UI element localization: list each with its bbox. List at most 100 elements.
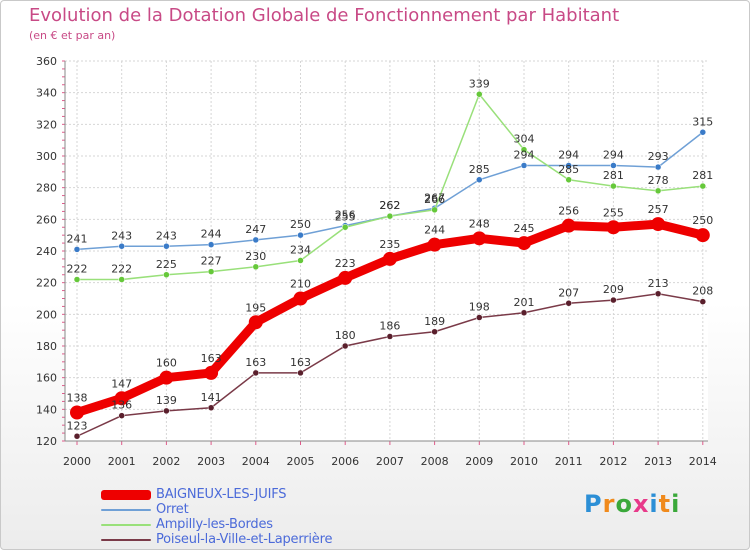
legend-swatch (101, 523, 151, 526)
data-point-ampilly-les-bordes (163, 271, 170, 278)
data-label-ampilly-les-bordes: 278 (648, 174, 669, 187)
data-point-baigneux-les-juifs (472, 231, 487, 246)
y-tick-label: 260 (36, 213, 57, 226)
y-tick-label: 340 (36, 87, 57, 100)
legend-swatch (101, 508, 151, 511)
x-tick-label: 2005 (287, 455, 315, 468)
data-point-poiseul-la-ville-et-laperri-re (341, 342, 349, 350)
data-label-baigneux-les-juifs: 257 (648, 203, 669, 216)
data-point-ampilly-les-bordes (386, 212, 394, 220)
data-point-baigneux-les-juifs (204, 365, 219, 380)
data-point-orret (610, 162, 617, 169)
data-label-baigneux-les-juifs: 138 (67, 392, 88, 405)
data-label-orret: 267 (424, 191, 445, 204)
data-label-baigneux-les-juifs: 163 (201, 352, 222, 365)
data-point-ampilly-les-bordes (297, 257, 304, 264)
data-label-orret: 315 (692, 115, 713, 128)
data-label-ampilly-les-bordes: 227 (201, 255, 222, 268)
x-tick-label: 2000 (63, 455, 91, 468)
y-tick-label: 220 (36, 277, 57, 290)
data-label-orret: 241 (67, 232, 88, 245)
data-label-poiseul-la-ville-et-laperri-re: 207 (558, 286, 579, 299)
x-tick-label: 2007 (376, 455, 404, 468)
y-tick-label: 240 (36, 245, 57, 258)
x-tick-label: 2013 (644, 455, 672, 468)
legend-label: Orret (156, 502, 189, 517)
legend-label: Poiseul-la-Ville-et-Laperrière (156, 532, 333, 547)
brand-letter: r (602, 490, 616, 518)
data-label-baigneux-les-juifs: 255 (603, 206, 624, 219)
data-point-orret (252, 236, 260, 244)
y-tick-label: 140 (36, 403, 57, 416)
legend-item: Orret (101, 502, 431, 517)
x-tick-label: 2011 (555, 455, 583, 468)
data-point-orret (520, 162, 528, 169)
data-point-orret (118, 243, 125, 250)
brand-letter: x (632, 490, 650, 518)
data-point-ampilly-les-bordes (699, 182, 707, 190)
data-point-poiseul-la-ville-et-laperri-re (431, 328, 438, 335)
data-point-orret (565, 162, 572, 169)
data-label-ampilly-les-bordes: 222 (111, 263, 132, 276)
data-label-ampilly-les-bordes: 285 (558, 163, 579, 176)
data-label-baigneux-les-juifs: 256 (558, 205, 579, 218)
data-label-orret: 294 (603, 149, 624, 162)
brand-letter: P (584, 490, 603, 518)
x-tick-label: 2014 (689, 455, 717, 468)
data-point-poiseul-la-ville-et-laperri-re (386, 333, 394, 340)
legend-swatch (101, 489, 151, 500)
data-point-baigneux-les-juifs (293, 291, 308, 306)
x-tick-label: 2006 (331, 455, 359, 468)
data-point-baigneux-les-juifs (561, 218, 576, 233)
legend-item: Ampilly-les-Bordes (101, 517, 431, 532)
data-point-orret (297, 231, 304, 239)
data-point-ampilly-les-bordes (565, 176, 572, 183)
data-point-ampilly-les-bordes (520, 146, 528, 153)
data-point-poiseul-la-ville-et-laperri-re (565, 300, 572, 307)
data-point-orret (476, 176, 483, 183)
x-tick-label: 2004 (242, 455, 270, 468)
data-label-ampilly-les-bordes: 222 (67, 263, 88, 276)
data-label-baigneux-les-juifs: 210 (290, 278, 311, 291)
data-point-poiseul-la-ville-et-laperri-re (476, 314, 483, 321)
chart-legend: BAIGNEUX-LES-JUIFS Orret Ampilly-les-Borde… (101, 487, 431, 547)
data-point-baigneux-les-juifs (70, 405, 84, 420)
data-point-orret (207, 241, 215, 248)
data-label-poiseul-la-ville-et-laperri-re: 208 (692, 285, 713, 298)
x-tick-label: 2001 (108, 455, 136, 468)
data-point-poiseul-la-ville-et-laperri-re (118, 412, 125, 419)
legend-label: BAIGNEUX-LES-JUIFS (156, 487, 287, 502)
data-label-poiseul-la-ville-et-laperri-re: 123 (67, 419, 88, 432)
data-label-poiseul-la-ville-et-laperri-re: 201 (514, 296, 535, 309)
brand-letter: i (671, 490, 681, 518)
data-label-orret: 250 (290, 218, 311, 231)
data-point-poiseul-la-ville-et-laperri-re (699, 298, 707, 305)
data-label-ampilly-les-bordes: 281 (603, 169, 624, 182)
data-point-poiseul-la-ville-et-laperri-re (610, 296, 617, 304)
data-point-baigneux-les-juifs (695, 228, 710, 243)
data-label-poiseul-la-ville-et-laperri-re: 163 (290, 356, 311, 369)
data-label-orret: 262 (379, 199, 400, 212)
data-label-poiseul-la-ville-et-laperri-re: 209 (603, 283, 624, 296)
legend-item: BAIGNEUX-LES-JUIFS (101, 487, 431, 502)
data-label-baigneux-les-juifs: 147 (111, 377, 132, 390)
data-point-ampilly-les-bordes (118, 276, 125, 283)
data-label-baigneux-les-juifs: 195 (245, 301, 266, 314)
data-label-ampilly-les-bordes: 225 (156, 258, 177, 271)
data-point-poiseul-la-ville-et-laperri-re (163, 407, 170, 415)
data-label-poiseul-la-ville-et-laperri-re: 139 (156, 394, 177, 407)
data-label-baigneux-les-juifs: 160 (156, 357, 177, 370)
data-label-ampilly-les-bordes: 262 (379, 199, 400, 212)
brand-letter: i (649, 490, 659, 518)
chart-subtitle: (en € et par an) (29, 29, 116, 42)
data-point-ampilly-les-bordes (431, 206, 438, 214)
data-label-poiseul-la-ville-et-laperri-re: 136 (111, 399, 132, 412)
data-label-poiseul-la-ville-et-laperri-re: 141 (201, 391, 222, 404)
data-point-ampilly-les-bordes (610, 182, 617, 190)
legend-item: Poiseul-la-Ville-et-Laperrière (101, 532, 431, 547)
data-label-orret: 247 (245, 223, 266, 236)
data-label-ampilly-les-bordes: 255 (335, 210, 356, 223)
data-label-ampilly-les-bordes: 230 (245, 250, 266, 263)
y-tick-label: 160 (36, 372, 57, 385)
